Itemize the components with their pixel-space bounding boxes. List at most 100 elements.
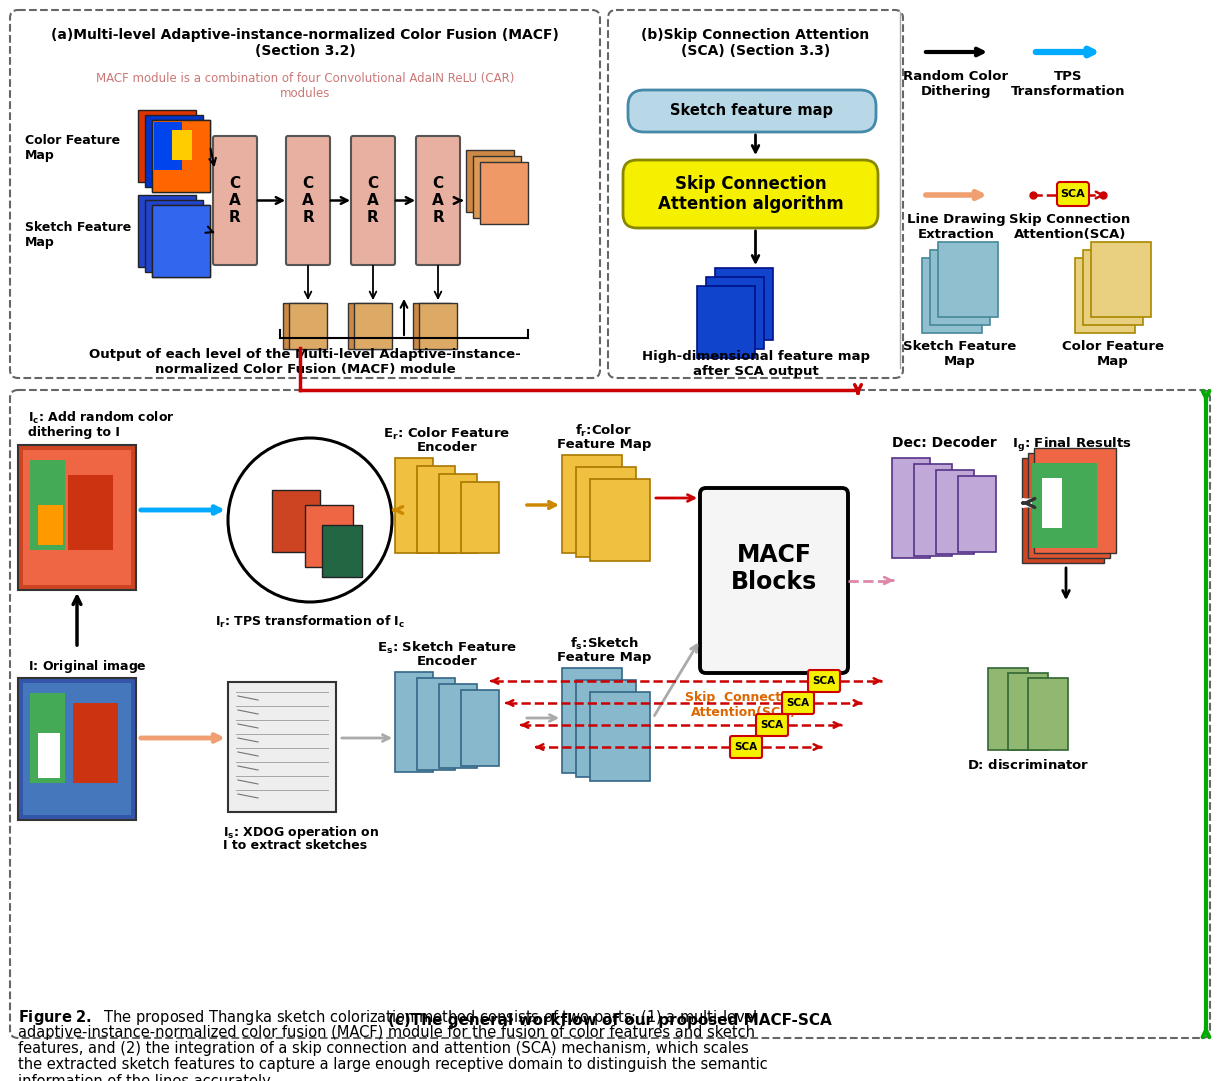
Bar — [138, 110, 196, 182]
Bar — [461, 690, 499, 766]
Bar — [715, 268, 773, 341]
Text: $\mathbf{I_g}$: Final Results: $\mathbf{I_g}$: Final Results — [1013, 436, 1131, 454]
Text: $\mathbf{I_c}$: Add random color: $\mathbf{I_c}$: Add random color — [28, 410, 175, 426]
Text: SCA: SCA — [1060, 189, 1085, 199]
Text: SCA: SCA — [812, 676, 835, 686]
Text: Skip Connection
Attention algorithm: Skip Connection Attention algorithm — [658, 175, 844, 213]
Bar — [461, 482, 499, 553]
Bar — [289, 303, 327, 349]
Text: Output of each level of the Multi-level Adaptive-instance-
normalized Color Fusi: Output of each level of the Multi-level … — [89, 348, 521, 376]
Text: $\bf{Figure\ 2.}$  The proposed Thangka sketch colorization method consists of t: $\bf{Figure\ 2.}$ The proposed Thangka s… — [18, 1007, 757, 1027]
Bar — [172, 130, 192, 160]
Bar — [152, 120, 210, 192]
Bar — [589, 479, 649, 561]
Text: $\mathbf{I_s}$: XDOG operation on: $\mathbf{I_s}$: XDOG operation on — [223, 824, 379, 841]
Text: Dec: Decoder: Dec: Decoder — [892, 436, 997, 450]
Bar — [958, 476, 996, 552]
Bar — [322, 525, 362, 577]
Text: adaptive-instance-normalized color fusion (MACF) module for the fusion of color : adaptive-instance-normalized color fusio… — [18, 1025, 755, 1040]
Bar — [563, 668, 623, 773]
Text: $\mathbf{f_r}$:Color: $\mathbf{f_r}$:Color — [576, 423, 632, 439]
Bar — [73, 703, 117, 783]
Text: Line Drawing
Extraction: Line Drawing Extraction — [906, 213, 1005, 241]
Bar — [154, 122, 182, 170]
Bar — [305, 505, 353, 568]
Text: $\mathbf{I}$: Original image: $\mathbf{I}$: Original image — [28, 658, 147, 675]
Bar — [576, 467, 636, 557]
Bar — [227, 682, 336, 812]
Bar — [914, 464, 951, 556]
Text: $\mathbf{f_s}$:Sketch: $\mathbf{f_s}$:Sketch — [570, 636, 638, 652]
Bar — [38, 505, 64, 545]
Text: Skip Connection
Attention(SCA): Skip Connection Attention(SCA) — [1009, 213, 1130, 241]
Bar — [152, 120, 210, 192]
Bar — [473, 156, 521, 218]
Text: the extracted sketch features to capture a large enough receptive domain to dist: the extracted sketch features to capture… — [18, 1057, 768, 1072]
Bar — [1022, 458, 1104, 563]
Bar — [936, 470, 974, 553]
Text: Feature Map: Feature Map — [556, 651, 651, 664]
Bar — [146, 115, 203, 187]
Bar — [1042, 478, 1062, 528]
Text: SCA: SCA — [786, 698, 810, 708]
Bar — [152, 205, 210, 277]
Bar — [1029, 453, 1110, 558]
Text: High-dimensional feature map
after SCA output: High-dimensional feature map after SCA o… — [642, 350, 870, 378]
Text: Sketch Feature
Map: Sketch Feature Map — [904, 341, 1016, 368]
Bar — [563, 455, 623, 553]
Bar — [138, 195, 196, 267]
FancyBboxPatch shape — [416, 136, 460, 265]
Bar — [988, 668, 1029, 750]
Bar — [417, 466, 455, 553]
Text: TPS
Transformation: TPS Transformation — [1010, 70, 1125, 98]
Text: $\mathbf{I_r}$: TPS transformation of $\mathbf{I_c}$: $\mathbf{I_r}$: TPS transformation of $\… — [215, 614, 405, 630]
Bar — [152, 205, 210, 277]
Text: C
A
R: C A R — [229, 175, 241, 226]
FancyBboxPatch shape — [781, 692, 815, 713]
Bar — [697, 286, 755, 358]
Bar — [892, 458, 929, 558]
FancyBboxPatch shape — [700, 488, 848, 673]
FancyBboxPatch shape — [756, 713, 788, 736]
Bar — [466, 150, 514, 212]
Text: C
A
R: C A R — [432, 175, 444, 226]
FancyBboxPatch shape — [286, 136, 330, 265]
Bar — [353, 303, 393, 349]
Text: MACF module is a combination of four Convolutional AdaIN ReLU (CAR)
modules: MACF module is a combination of four Con… — [95, 72, 514, 101]
FancyBboxPatch shape — [808, 670, 840, 692]
Bar — [349, 303, 386, 349]
Text: Color Feature
Map: Color Feature Map — [1062, 341, 1164, 368]
Bar — [395, 458, 433, 553]
Bar — [272, 490, 320, 552]
Bar — [1084, 250, 1144, 325]
Text: (b)Skip Connection Attention
(SCA) (Section 3.3): (b)Skip Connection Attention (SCA) (Sect… — [641, 28, 870, 58]
Bar — [1029, 678, 1068, 750]
Text: Sketch feature map: Sketch feature map — [670, 104, 834, 119]
FancyBboxPatch shape — [623, 160, 878, 228]
Bar — [18, 445, 136, 590]
Bar — [413, 303, 451, 349]
Bar — [922, 258, 982, 333]
Text: SCA: SCA — [735, 742, 757, 752]
Bar — [68, 475, 113, 550]
Text: dithering to I: dithering to I — [28, 426, 120, 439]
Circle shape — [227, 438, 393, 602]
Bar — [146, 200, 203, 272]
Text: C
A
R: C A R — [367, 175, 379, 226]
Text: SCA: SCA — [761, 720, 784, 730]
FancyBboxPatch shape — [213, 136, 257, 265]
Bar — [479, 162, 528, 224]
Bar — [23, 683, 131, 815]
Bar — [1033, 448, 1117, 553]
Bar — [417, 678, 455, 770]
Text: Encoder: Encoder — [417, 655, 477, 668]
Text: Random Color
Dithering: Random Color Dithering — [904, 70, 1009, 98]
Text: Color Feature
Map: Color Feature Map — [24, 134, 120, 162]
Bar — [283, 303, 320, 349]
Text: Encoder: Encoder — [417, 441, 477, 454]
FancyBboxPatch shape — [627, 90, 876, 132]
Bar — [1008, 673, 1048, 750]
Text: $\mathbf{E_r}$: Color Feature: $\mathbf{E_r}$: Color Feature — [383, 426, 511, 442]
FancyBboxPatch shape — [351, 136, 395, 265]
Bar — [439, 684, 477, 768]
